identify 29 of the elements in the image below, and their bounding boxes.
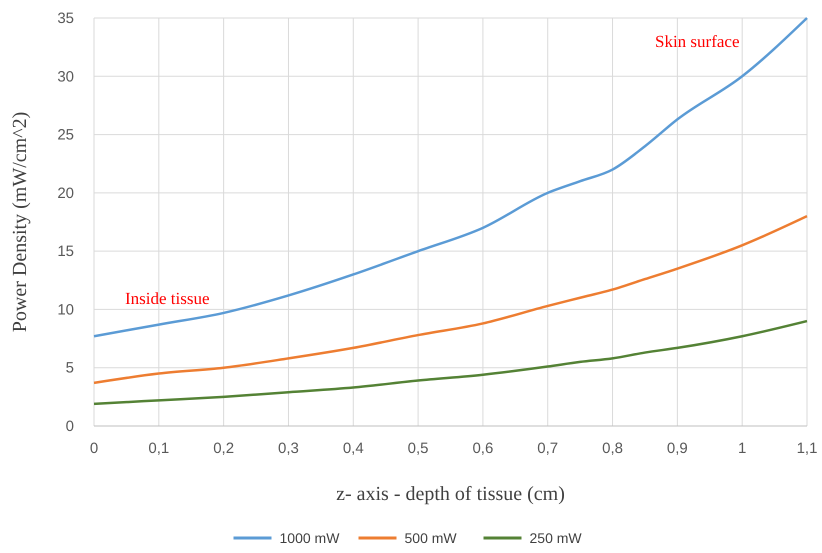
x-tick-label: 1 bbox=[738, 440, 746, 457]
legend-label: 250 mW bbox=[530, 530, 582, 546]
x-tick-label: 0,4 bbox=[342, 440, 364, 457]
y-tick-label: 5 bbox=[66, 360, 74, 377]
y-axis-title: Power Density (mW/cm^2) bbox=[9, 112, 31, 332]
x-tick-label: 1,1 bbox=[796, 440, 818, 457]
line-series bbox=[92, 214, 808, 384]
x-tick-label: 0,7 bbox=[537, 440, 558, 457]
line-series bbox=[92, 320, 808, 406]
y-tick-label: 25 bbox=[57, 126, 74, 144]
x-tick-label: 0,8 bbox=[602, 440, 623, 457]
annotation: Inside tissue bbox=[125, 289, 210, 308]
x-tick-label: 0,1 bbox=[148, 440, 170, 457]
y-tick-label: 15 bbox=[57, 243, 74, 260]
annotation: Skin surface bbox=[655, 32, 740, 51]
legend-label: 1000 mW bbox=[280, 530, 340, 546]
x-axis-title: z- axis - depth of tissue (cm) bbox=[336, 483, 565, 505]
x-tick-label: 0 bbox=[90, 440, 98, 457]
x-tick-label: 0,3 bbox=[278, 440, 299, 457]
x-tick-label: 0,6 bbox=[472, 440, 494, 457]
x-tick-label: 0,9 bbox=[666, 440, 688, 457]
y-tick-label: 0 bbox=[66, 418, 74, 435]
x-tick-label: 0,2 bbox=[213, 440, 234, 457]
x-tick-label: 0,5 bbox=[408, 440, 429, 457]
y-tick-label: 20 bbox=[57, 184, 74, 202]
y-tick-label: 10 bbox=[57, 301, 74, 318]
y-tick-label: 30 bbox=[57, 68, 74, 86]
y-tick-label: 35 bbox=[57, 10, 74, 27]
legend-label: 500 mW bbox=[404, 530, 458, 546]
